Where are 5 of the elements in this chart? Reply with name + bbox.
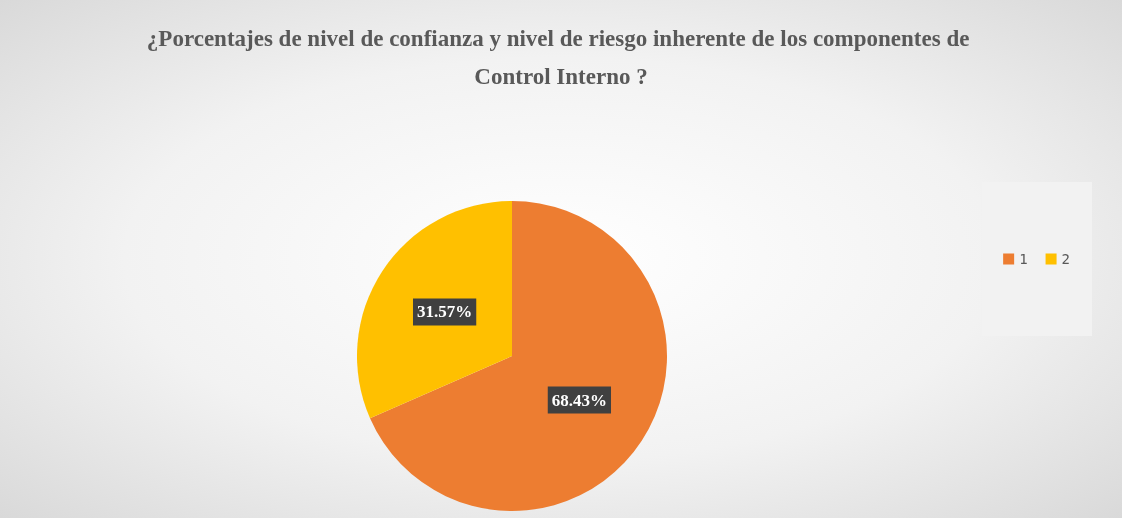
data-label: 31.57% xyxy=(417,302,473,322)
legend-label: 1 xyxy=(1019,251,1028,267)
data-label: 68.43% xyxy=(551,390,607,410)
legend-label: 2 xyxy=(1061,251,1071,267)
chart-title: ¿Porcentajes de nivel de confianza y nivel de riesgo inherente de los componentes de Control Interno ? xyxy=(146,25,976,89)
